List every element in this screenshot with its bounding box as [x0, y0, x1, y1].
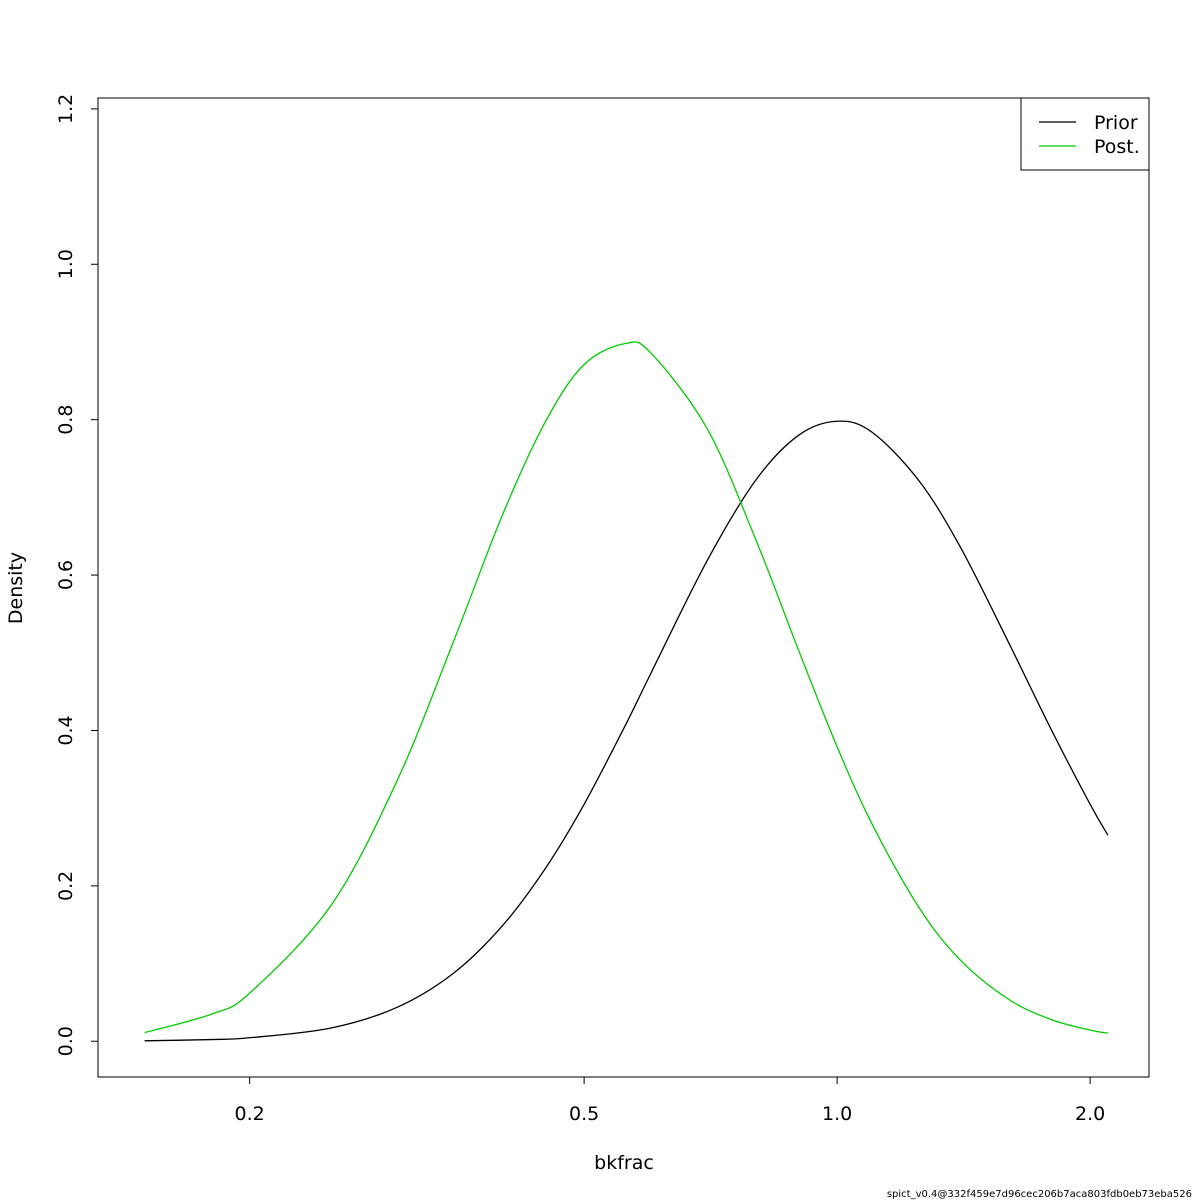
y-tick-label: 0.4: [55, 715, 77, 745]
x-tick-label: 2.0: [1075, 1103, 1105, 1125]
y-axis-label: Density: [5, 552, 27, 624]
y-tick-label: 1.2: [55, 94, 77, 124]
plot-box: [97, 97, 1150, 1078]
y-tick-label: 0.6: [55, 560, 77, 590]
x-axis-label: bkfrac: [594, 1152, 654, 1174]
y-tick-label: 0.2: [55, 871, 77, 901]
x-tick-label: 0.5: [569, 1103, 599, 1125]
x-tick-label: 0.2: [235, 1103, 265, 1125]
legend-box: [1020, 97, 1150, 171]
legend-label: Prior: [1094, 112, 1138, 134]
y-tick-label: 1.0: [55, 249, 77, 279]
legend-label: Post.: [1094, 136, 1140, 158]
x-tick-label: 1.0: [822, 1103, 852, 1125]
y-tick-label: 0.0: [55, 1026, 77, 1056]
series-line: [144, 341, 1109, 1034]
footnote: spict_v0.4@332f459e7d96cec206b7aca803fdb…: [887, 1189, 1192, 1200]
series-line: [144, 420, 1109, 1042]
y-tick-label: 0.8: [55, 405, 77, 435]
